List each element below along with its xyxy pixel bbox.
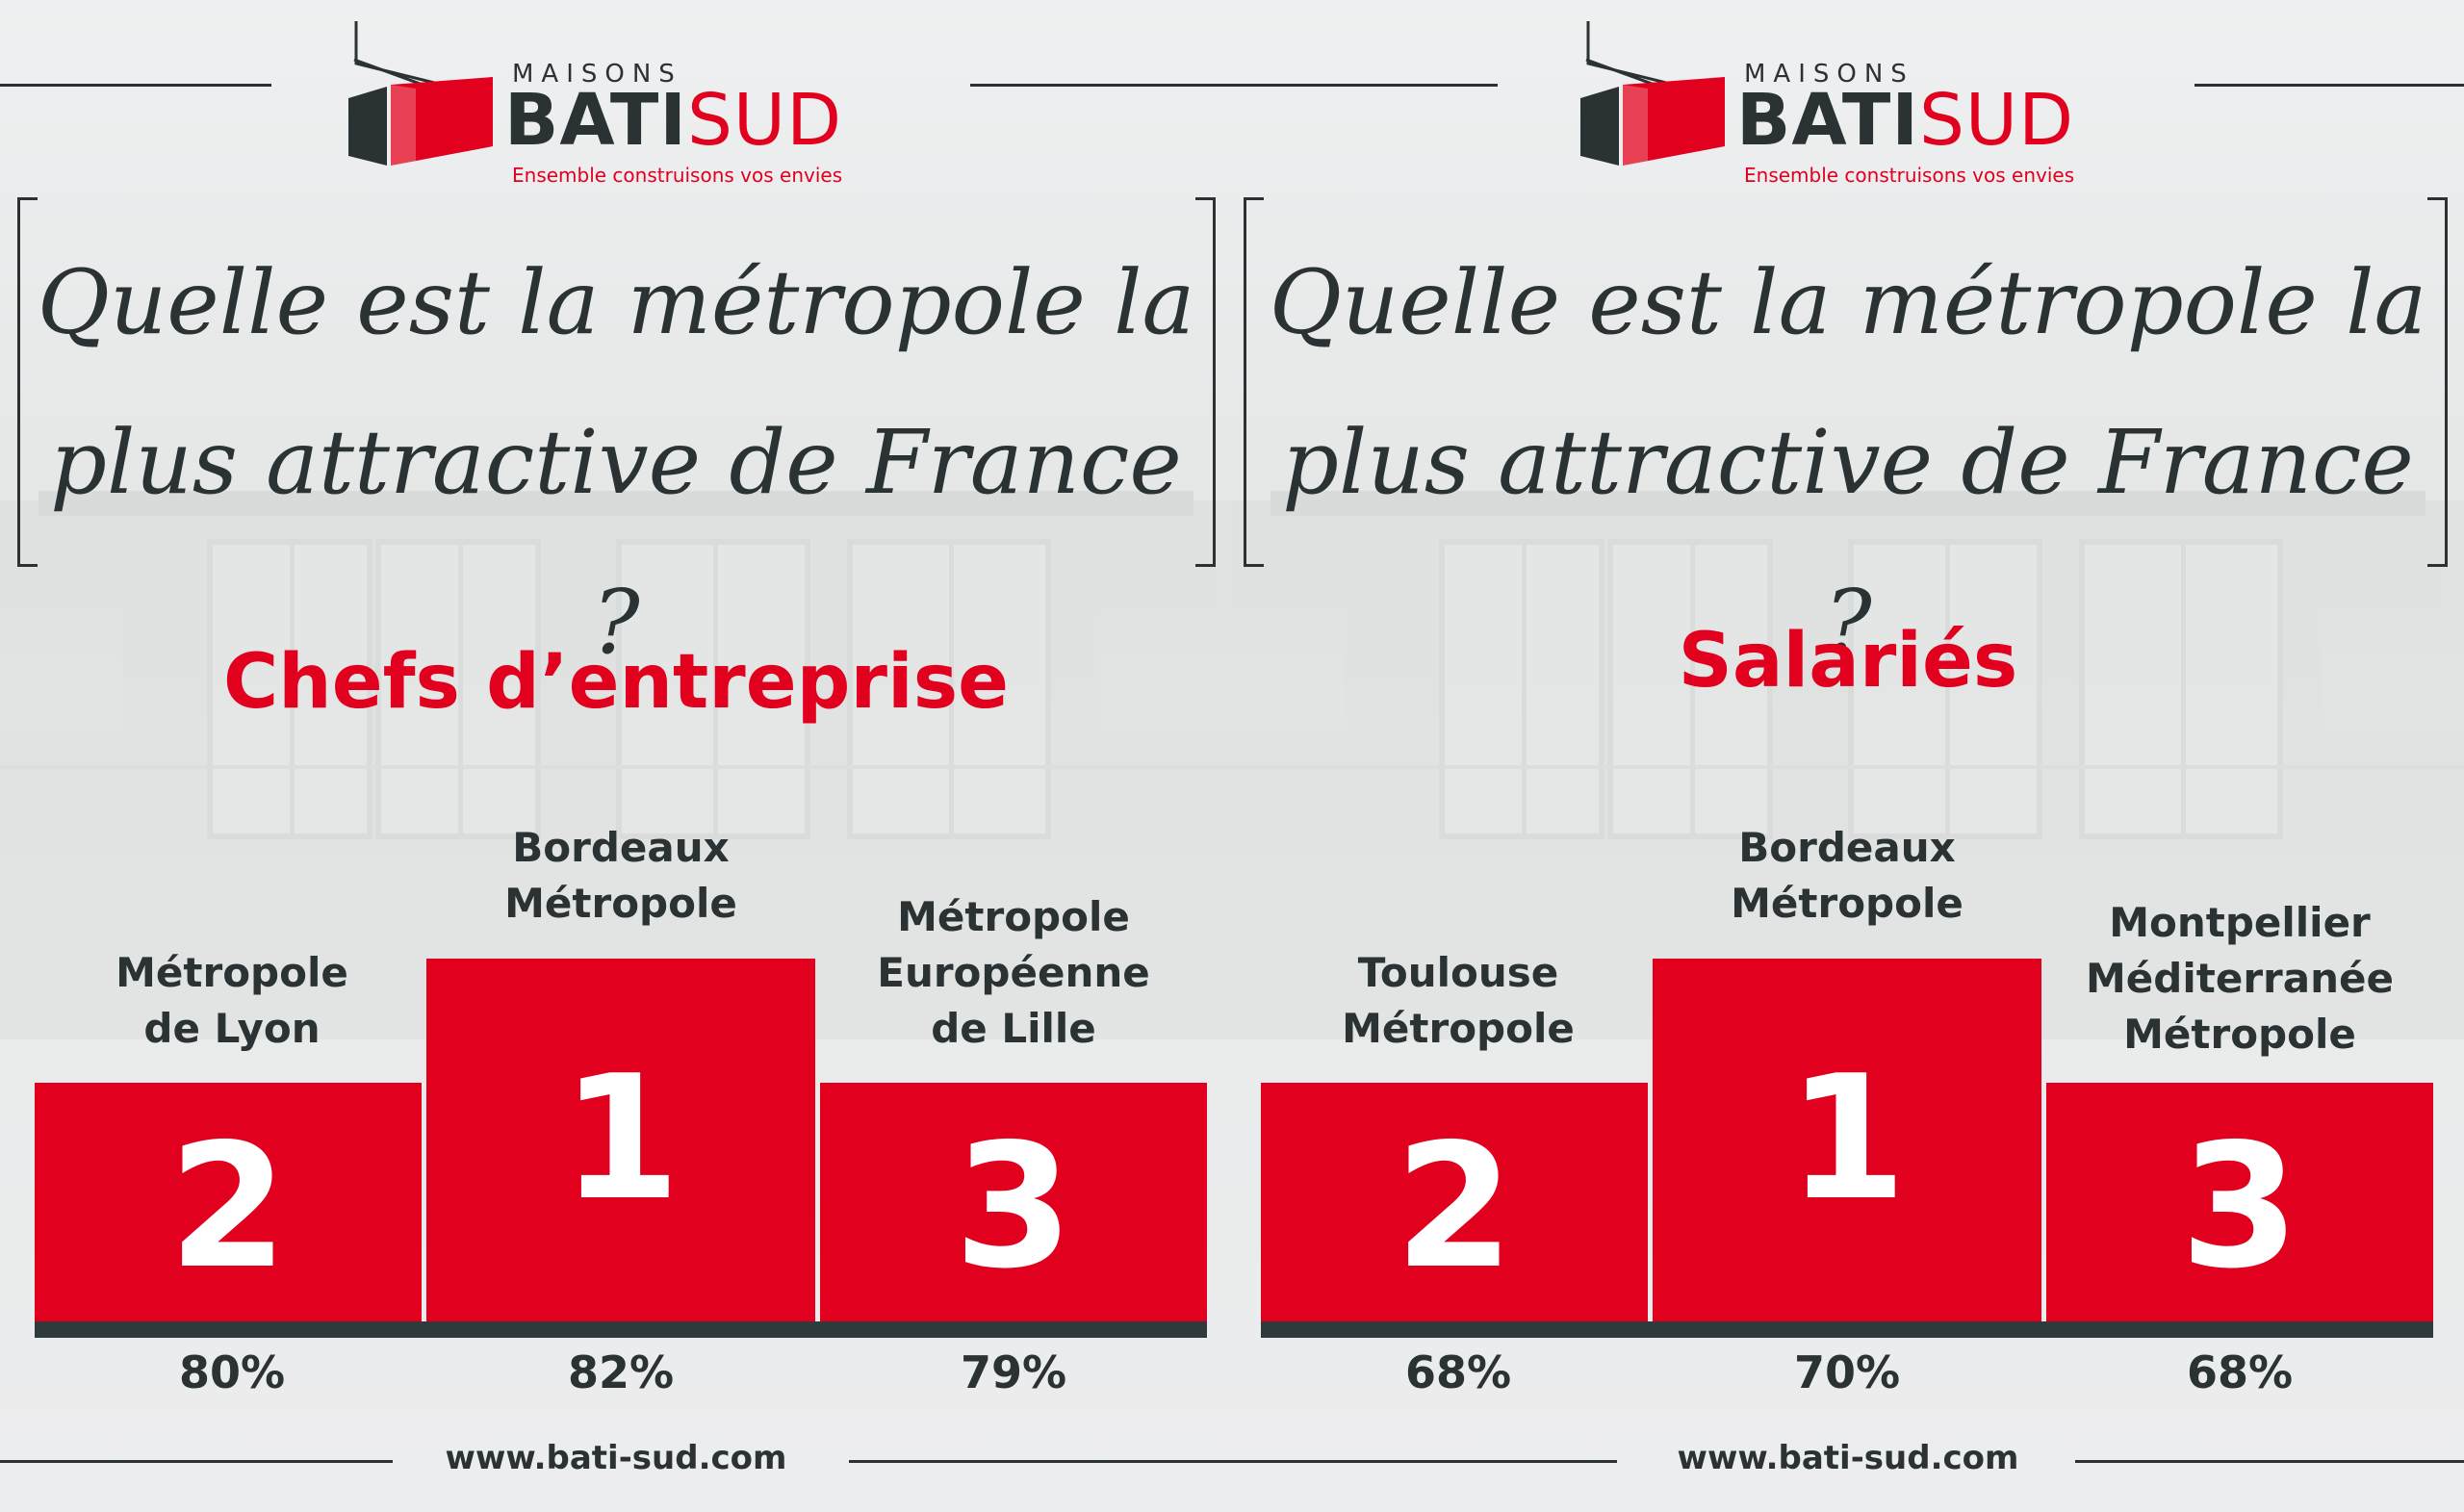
bracket-left	[17, 197, 38, 567]
podium-city-third: Métropole Européenne de Lille	[877, 893, 1150, 1052]
house-background	[38, 491, 1194, 839]
podium-city-third: Montpellier Méditerranée Métropole	[2086, 899, 2394, 1058]
podium-step-third: 3	[2046, 1083, 2433, 1321]
percent-second: 80%	[178, 1346, 286, 1398]
logo-maisons-text: MAISONS	[1744, 60, 1914, 89]
percent-third: 68%	[2186, 1346, 2294, 1398]
podium-city-first: Bordeaux Métropole	[1731, 824, 1964, 927]
website-link[interactable]: www.bati-sud.com	[445, 1439, 787, 1477]
panel-salaries: MAISONS BATISUD Ensemble construisons vo…	[1232, 0, 2464, 1512]
percent-first: 82%	[567, 1346, 675, 1398]
podium-step-first: 1	[426, 959, 815, 1321]
batisud-logo: MAISONS BATISUD Ensemble construisons vo…	[298, 21, 876, 194]
logo-maisons-text: MAISONS	[512, 60, 682, 89]
batisud-logo: MAISONS BATISUD Ensemble construisons vo…	[1530, 21, 2108, 194]
podium-base	[35, 1321, 1207, 1338]
bracket-right	[2427, 197, 2448, 567]
question-title: Quelle est la métropole la plus attracti…	[37, 251, 1195, 674]
header-line-left	[1232, 84, 1498, 87]
podium-step-first: 1	[1653, 959, 2041, 1321]
podium-city-first: Bordeaux Métropole	[504, 824, 737, 927]
footer-line-right	[849, 1460, 1232, 1463]
percent-third: 79%	[960, 1346, 1067, 1398]
bracket-left	[1244, 197, 1264, 567]
footer-line-right	[2075, 1460, 2464, 1463]
header-line-right	[2194, 84, 2464, 87]
panel-chefs-entreprise: MAISONS BATISUD Ensemble construisons vo…	[0, 0, 1232, 1512]
podium-city-second: Métropole de Lyon	[116, 949, 348, 1052]
house-logo-icon	[348, 21, 493, 166]
percent-first: 70%	[1793, 1346, 1901, 1398]
question-title: Quelle est la métropole la plus attracti…	[1269, 251, 2427, 674]
category-title: Chefs d’entreprise	[222, 639, 1010, 726]
logo-brand-name: BATISUD	[504, 79, 843, 162]
podium-city-second: Toulouse Métropole	[1342, 949, 1575, 1052]
house-logo-icon	[1580, 21, 1725, 166]
podium-step-third: 3	[820, 1083, 1207, 1321]
header-line-right	[970, 84, 1232, 87]
category-title: Salariés	[1678, 618, 2018, 705]
logo-tagline: Ensemble construisons vos envies	[512, 164, 843, 187]
website-link[interactable]: www.bati-sud.com	[1677, 1439, 2019, 1477]
podium-step-second: 2	[35, 1083, 422, 1321]
header-line-left	[0, 84, 271, 87]
logo-brand-name: BATISUD	[1736, 79, 2075, 162]
bracket-right	[1195, 197, 1216, 567]
podium-base	[1261, 1321, 2433, 1338]
percent-second: 68%	[1404, 1346, 1512, 1398]
logo-tagline: Ensemble construisons vos envies	[1744, 164, 2075, 187]
footer-line-left	[0, 1460, 393, 1463]
footer-line-left	[1232, 1460, 1617, 1463]
house-background	[1232, 0, 2464, 1512]
podium-step-second: 2	[1261, 1083, 1648, 1321]
